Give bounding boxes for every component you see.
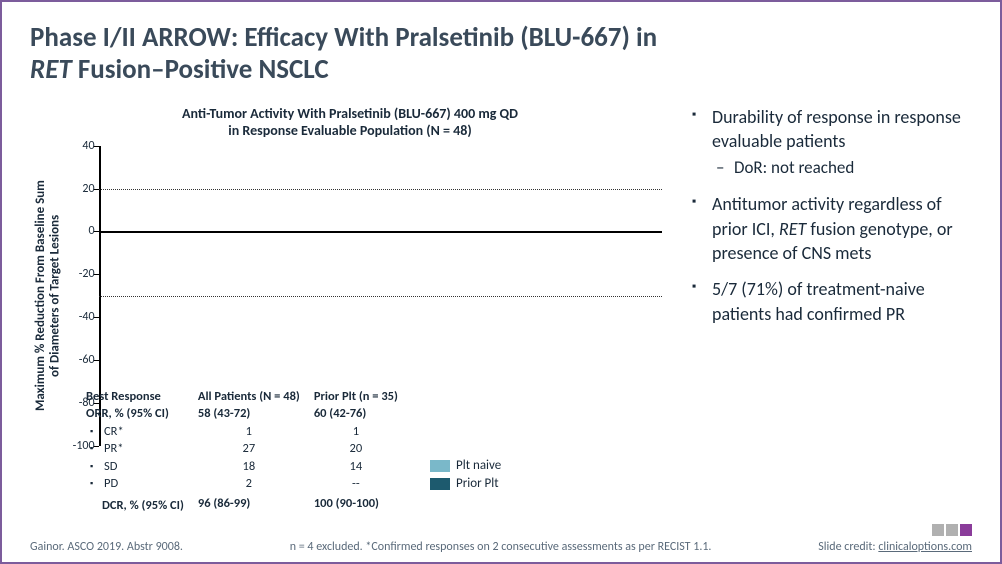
chart-column: Anti-Tumor Activity With Pralsetinib (BL… bbox=[30, 105, 670, 518]
sub-bullet: DoR: not reached bbox=[712, 157, 972, 180]
table-row: ORR, % (95% CI)58 (43-72)60 (42-76) bbox=[86, 405, 412, 423]
bullet-item: Antitumor activity regardless of prior I… bbox=[690, 192, 972, 265]
response-table: Best Response All Patients (N = 48) Prio… bbox=[86, 388, 412, 515]
y-axis-label: Maximum % Reduction From Baseline Sum of… bbox=[30, 146, 63, 446]
reference-line bbox=[99, 189, 662, 190]
slide: Phase I/II ARROW: Efficacy With Pralseti… bbox=[2, 2, 1000, 562]
bullets-column: Durability of response in response evalu… bbox=[690, 105, 972, 518]
footer: Gainor. ASCO 2019. Abstr 9008. n = 4 exc… bbox=[30, 524, 972, 554]
ytick: -20 bbox=[63, 267, 95, 281]
table-row: CR*11 bbox=[86, 423, 412, 441]
footer-right: Slide credit: clinicaloptions.com bbox=[818, 524, 972, 554]
table-row: PD2-- bbox=[86, 475, 412, 493]
ytick: -60 bbox=[63, 353, 95, 367]
zero-line bbox=[99, 231, 662, 233]
title-line1: Phase I/II ARROW: Efficacy With Pralseti… bbox=[30, 21, 657, 54]
ytick: 20 bbox=[63, 182, 95, 196]
bullet-item: 5/7 (71%) of treatment-naive patients ha… bbox=[690, 277, 972, 326]
reference-line bbox=[99, 296, 662, 297]
chart-title-l2: in Response Evaluable Population (N = 48… bbox=[228, 122, 471, 139]
slide-title: Phase I/II ARROW: Efficacy With Pralseti… bbox=[30, 22, 972, 87]
chart-title-l1: Anti-Tumor Activity With Pralsetinib (BL… bbox=[182, 105, 518, 122]
legend-naive: Plt naive bbox=[430, 458, 501, 473]
table-col1: Best Response bbox=[86, 388, 198, 406]
legend-prior-label: Prior Plt bbox=[456, 476, 499, 491]
table-row: PR*2720 bbox=[86, 440, 412, 458]
title-rest: Fusion–Positive NSCLC bbox=[72, 53, 329, 86]
ytick: -40 bbox=[63, 310, 95, 324]
title-gene: RET bbox=[30, 53, 72, 86]
footer-credit-prefix: Slide credit: bbox=[818, 540, 878, 554]
bullets-list: Durability of response in response evalu… bbox=[690, 105, 972, 326]
legend-naive-label: Plt naive bbox=[456, 458, 501, 473]
swatch-naive bbox=[430, 460, 450, 472]
legend-prior: Prior Plt bbox=[430, 476, 501, 491]
main-row: Anti-Tumor Activity With Pralsetinib (BL… bbox=[30, 105, 972, 518]
bullet-item: Durability of response in response evalu… bbox=[690, 105, 972, 181]
ytick: 40 bbox=[63, 139, 95, 153]
footer-link[interactable]: clinicaloptions.com bbox=[878, 540, 972, 554]
ytick: 0 bbox=[63, 224, 95, 238]
footer-left: Gainor. ASCO 2019. Abstr 9008. bbox=[30, 540, 183, 554]
table-row: DCR, % (95% CI)96 (86-99)100 (90-100) bbox=[86, 493, 412, 515]
chart-title: Anti-Tumor Activity With Pralsetinib (BL… bbox=[30, 105, 670, 140]
swatch-prior bbox=[430, 478, 450, 490]
table-row: SD1814 bbox=[86, 458, 412, 476]
cco-logo bbox=[932, 524, 972, 536]
table-col3: Prior Plt (n = 35) bbox=[314, 388, 412, 406]
legend: Plt naive Prior Plt bbox=[430, 458, 501, 494]
table-col2: All Patients (N = 48) bbox=[198, 388, 314, 406]
footer-mid: n = 4 excluded. *Confirmed responses on … bbox=[183, 540, 818, 554]
